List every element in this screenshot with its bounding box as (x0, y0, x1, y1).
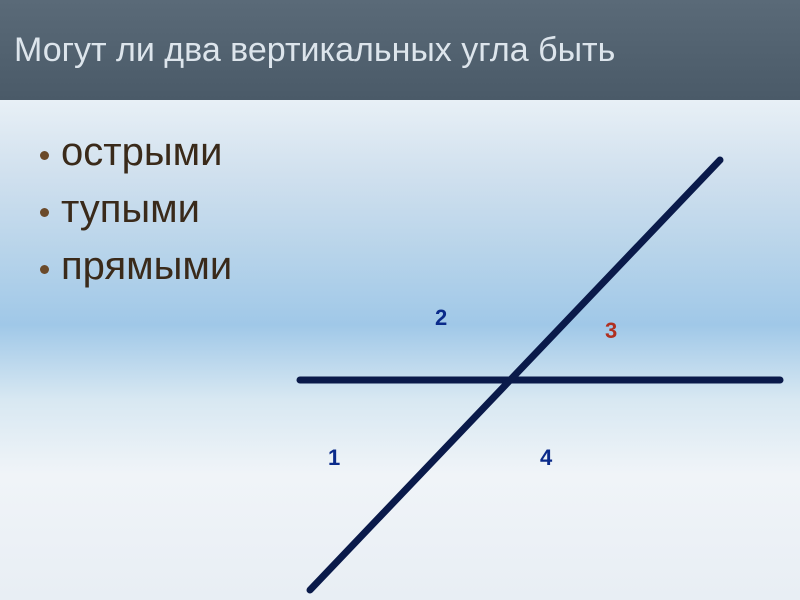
angle-label-2: 2 (435, 305, 447, 331)
angle-label-4: 4 (540, 445, 552, 471)
angle-label-3: 3 (605, 318, 617, 344)
bullet-label: тупыми (61, 187, 200, 232)
bullet-label: острыми (61, 130, 222, 175)
list-item: тупыми (40, 187, 232, 232)
diagonal-line (310, 160, 720, 590)
bullet-list: острыми тупыми прямыми (40, 130, 232, 301)
angle-label-1: 1 (328, 445, 340, 471)
bullet-icon (40, 151, 49, 160)
bullet-icon (40, 265, 49, 274)
list-item: прямыми (40, 244, 232, 289)
bullet-label: прямыми (61, 244, 232, 289)
slide-content: острыми тупыми прямыми 2 3 1 4 (0, 100, 800, 600)
list-item: острыми (40, 130, 232, 175)
slide-header: Могут ли два вертикальных угла быть (0, 0, 800, 100)
slide-title: Могут ли два вертикальных угла быть (14, 31, 615, 70)
bullet-icon (40, 208, 49, 217)
